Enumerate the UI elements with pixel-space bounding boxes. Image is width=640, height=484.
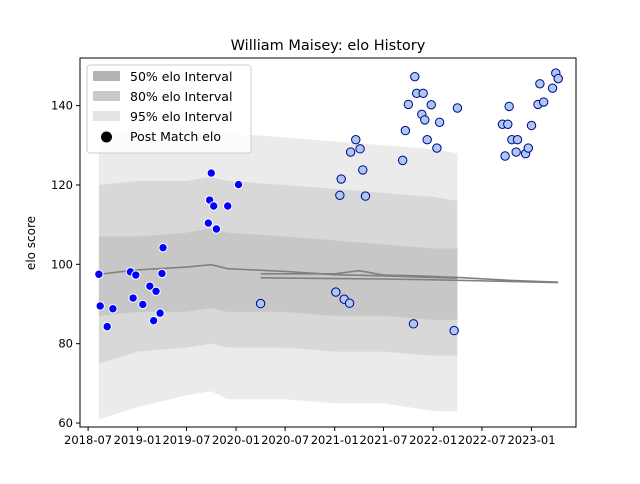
data-point (420, 115, 430, 125)
data-point (403, 99, 414, 110)
data-point (422, 135, 432, 145)
data-point (108, 304, 118, 314)
y-tick-label: 120 (51, 178, 73, 192)
y-tick-label: 140 (51, 99, 73, 113)
data-point (223, 201, 233, 211)
legend: 50% elo Interval 80% elo Interval 95% elo … (86, 64, 252, 154)
data-point (418, 88, 428, 99)
data-point (400, 125, 411, 136)
legend-label: 50% elo Interval (130, 69, 232, 84)
plot-area (94, 68, 563, 420)
x-tick-label: 2021-01 (311, 433, 359, 447)
plot-frame (79, 57, 577, 428)
data-point (95, 301, 105, 311)
data-point (203, 218, 214, 228)
data-point (335, 190, 345, 200)
data-point (358, 165, 368, 175)
data-point (233, 179, 244, 190)
y-axis-label: elo score (24, 216, 38, 270)
data-point (511, 147, 521, 157)
data-point (523, 143, 533, 153)
data-point (397, 155, 408, 166)
legend-label: 80% elo Interval (130, 89, 232, 104)
data-point (503, 119, 513, 129)
data-point (128, 293, 138, 303)
elo-line-4 (260, 277, 559, 284)
data-point (344, 298, 355, 308)
data-point (145, 281, 155, 291)
data-point (500, 151, 510, 161)
y-tick-label: 60 (58, 416, 73, 430)
legend-label: 95% elo Interval (130, 109, 232, 124)
elo-line-3 (260, 269, 559, 283)
data-point (426, 100, 436, 110)
data-point (206, 168, 216, 178)
data-point (157, 268, 167, 279)
x-tick-label: 2021-07 (359, 433, 407, 447)
data-point (331, 287, 341, 297)
legend-label: Post Match elo (130, 129, 221, 144)
x-tick-label: 2018-07 (64, 433, 112, 447)
legend-box (86, 64, 252, 154)
data-point (355, 144, 365, 154)
data-point (94, 269, 104, 279)
data-point (151, 286, 161, 297)
data-point (449, 325, 459, 336)
data-point (360, 191, 371, 201)
data-point (504, 101, 514, 112)
x-tick-label: 2022-01 (409, 433, 457, 447)
x-tick-label: 2020-07 (261, 433, 309, 447)
data-point (538, 97, 549, 107)
data-point (255, 298, 266, 309)
x-tick-label: 2019-07 (162, 433, 210, 447)
data-point (158, 242, 168, 253)
data-point (432, 143, 442, 153)
data-point (209, 201, 219, 211)
data-point (535, 79, 545, 89)
data-point (410, 71, 420, 82)
data-point (434, 117, 445, 127)
data-point (155, 308, 165, 318)
data-point (408, 319, 419, 329)
data-point (526, 120, 537, 131)
axes: 2018-07 2019-01 2019-07 2020-01 2020-07 2021-… (51, 57, 577, 447)
interval-band-p80-0 (98, 177, 458, 364)
data-point (131, 270, 141, 280)
data-point (102, 321, 112, 332)
data-point (148, 315, 159, 326)
y-tick-label: 80 (58, 337, 73, 351)
x-tick-label: 2020-01 (212, 433, 260, 447)
data-point (211, 224, 222, 234)
y-tick-label: 100 (51, 257, 73, 271)
legend-swatch (93, 71, 120, 81)
data-point (138, 299, 148, 310)
chart-title: William Maisey: elo History (231, 38, 426, 54)
x-tick-label: 2022-07 (458, 433, 506, 447)
plot-clip-group (94, 68, 563, 420)
x-tick-label: 2019-01 (114, 433, 162, 447)
data-point (512, 135, 523, 145)
legend-swatch (93, 91, 120, 101)
data-point (547, 83, 558, 93)
data-point (553, 73, 563, 84)
legend-swatch (93, 111, 120, 121)
data-point (452, 103, 463, 113)
legend-marker (101, 131, 112, 143)
x-tick-label: 2023-01 (507, 433, 555, 447)
data-point (336, 174, 346, 184)
data-point (351, 135, 361, 145)
elo-line-2 (98, 263, 458, 280)
data-point (345, 147, 356, 157)
